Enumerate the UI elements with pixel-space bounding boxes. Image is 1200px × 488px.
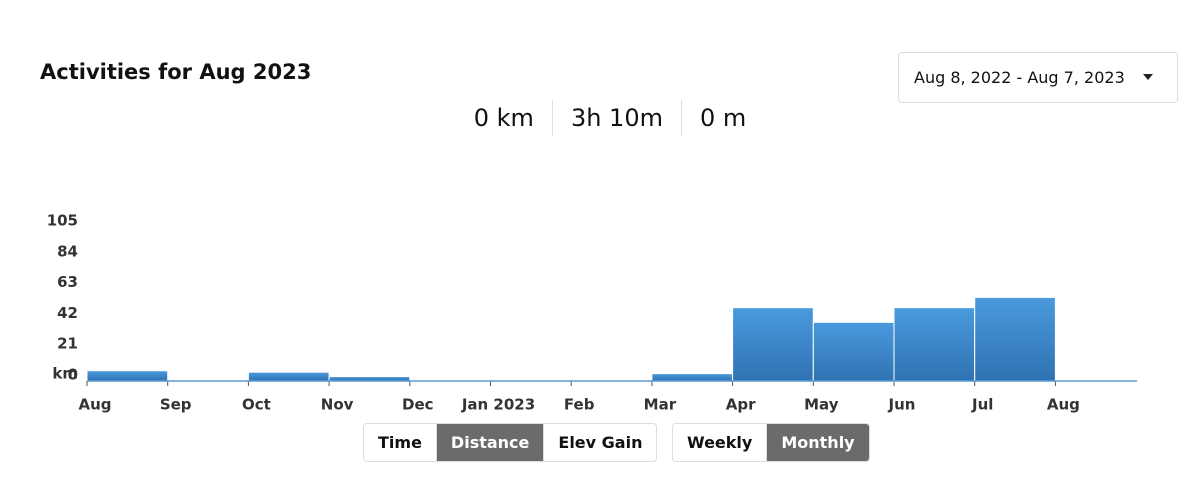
- button[interactable]: Elev Gain: [543, 424, 656, 461]
- caret: [1143, 74, 1153, 80]
- x-tick-label: Mar: [644, 396, 677, 414]
- x-tick-label: Feb: [564, 396, 595, 414]
- bar: [893, 307, 976, 382]
- stats: 0 km 3h 10m 0 m: [450, 100, 770, 136]
- y-tick-label: 84: [57, 242, 78, 260]
- x-tick-label: Jul: [971, 396, 993, 414]
- stat: 0 km: [473, 104, 534, 132]
- button[interactable]: Time: [378, 433, 422, 452]
- x-tick-label: Aug: [78, 396, 111, 414]
- bar: [732, 307, 814, 382]
- bar: [247, 371, 330, 382]
- y-tick-label: 63: [57, 273, 78, 291]
- x-tick-label: May: [804, 396, 839, 414]
- x-tick-label: Dec: [402, 396, 434, 414]
- x-tick-label: Apr: [726, 396, 756, 414]
- date-range: Aug 8, 2022 - Aug 7, 2023: [914, 68, 1125, 87]
- x-tick-label: Oct: [242, 396, 271, 414]
- y-tick-label: 42: [57, 304, 78, 322]
- y-axis-label: km: [52, 365, 78, 383]
- stat: 0 m: [680, 100, 764, 136]
- y-tick-label: 0: [68, 366, 78, 384]
- bar: [86, 370, 169, 382]
- bar: [974, 296, 1056, 382]
- bar: [651, 373, 734, 382]
- x-tick-label: Aug: [1047, 396, 1080, 414]
- date-range-dropdown[interactable]: Aug 8, 2022 - Aug 7, 2023: [898, 52, 1178, 103]
- button[interactable]: Monthly: [766, 424, 869, 461]
- bar: [812, 321, 895, 382]
- x-tick-label: Jun: [888, 396, 916, 414]
- title: Activities for Aug 2023: [40, 60, 312, 84]
- period-buttons: Weekly Monthly: [672, 423, 870, 462]
- x-tick-label: Nov: [321, 396, 354, 414]
- x-tick-label: Jan 2023: [461, 396, 535, 414]
- button[interactable]: Weekly: [687, 433, 753, 452]
- button[interactable]: Distance: [435, 424, 544, 461]
- y-tick-label: 105: [47, 212, 78, 230]
- metric-buttons: Time Distance Elev Gain: [363, 423, 658, 462]
- y-tick-label: 21: [57, 335, 78, 353]
- x-tick-label: Sep: [160, 396, 192, 414]
- stat: 3h 10m: [551, 100, 681, 136]
